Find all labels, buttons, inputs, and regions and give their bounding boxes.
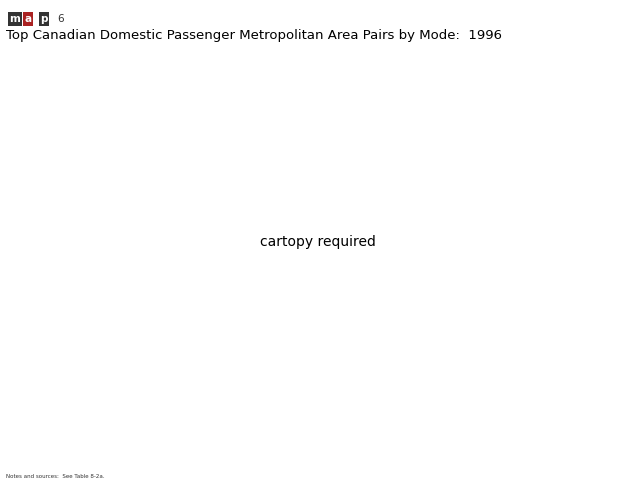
- Text: Top Canadian Domestic Passenger Metropolitan Area Pairs by Mode:  1996: Top Canadian Domestic Passenger Metropol…: [6, 29, 502, 42]
- Text: Notes and sources:  See Table 8-2a.: Notes and sources: See Table 8-2a.: [6, 474, 105, 479]
- Text: p: p: [40, 14, 48, 24]
- Text: cartopy required: cartopy required: [260, 235, 376, 249]
- Text: 6: 6: [57, 14, 64, 24]
- Text: m: m: [9, 14, 20, 24]
- Text: a: a: [25, 14, 32, 24]
